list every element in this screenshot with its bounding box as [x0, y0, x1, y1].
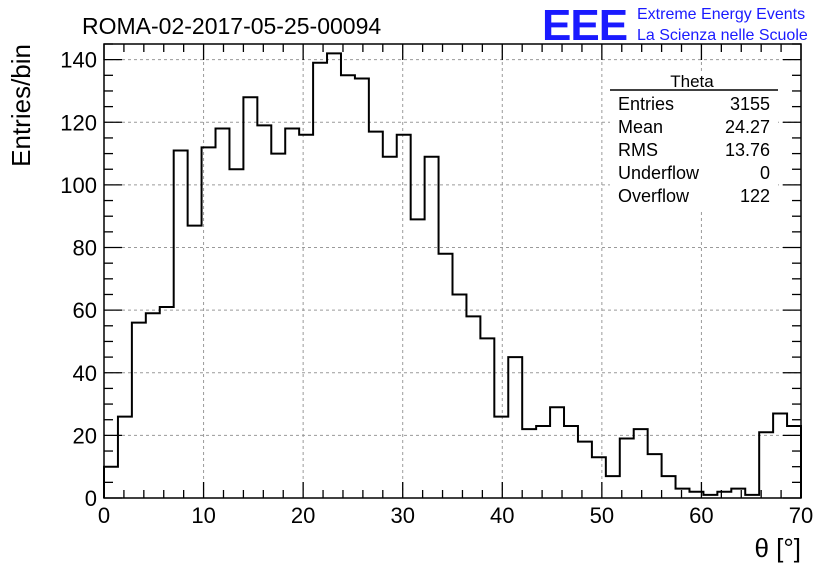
x-tick-label: 60 — [689, 503, 713, 528]
stats-box: Theta Entries 3155 Mean 24.27 RMS 13.76 Underf… — [610, 72, 778, 212]
run-title: ROMA-02-2017-05-25-00094 — [82, 13, 381, 39]
x-tick-label: 20 — [291, 503, 315, 528]
histogram-bin — [480, 338, 494, 498]
histogram-bin — [216, 129, 230, 498]
histogram-bin — [522, 429, 536, 498]
grid — [104, 44, 801, 498]
histogram-bin — [341, 75, 355, 498]
stats-row-value: 24.27 — [725, 117, 770, 137]
histogram-bin — [411, 219, 425, 498]
stats-row-value: 13.76 — [725, 140, 770, 160]
histogram-bin — [160, 307, 174, 498]
histogram-bin — [132, 323, 146, 498]
histogram-bin — [229, 169, 243, 498]
x-axis-label: θ [°] — [754, 533, 801, 563]
histogram-bin — [494, 417, 508, 498]
stats-row-value: 3155 — [730, 94, 770, 114]
histogram-bin — [271, 154, 285, 498]
histogram-bin — [592, 457, 606, 498]
x-tick-label: 0 — [98, 503, 110, 528]
histogram-bin — [731, 489, 745, 498]
histogram-bin — [383, 157, 397, 498]
stats-box-bg — [610, 74, 778, 212]
histogram-bin — [536, 426, 550, 498]
histogram-outline — [103, 52, 802, 498]
stats-row-label: RMS — [618, 140, 658, 160]
histogram-bin — [369, 132, 383, 498]
x-tick-label: 30 — [390, 503, 414, 528]
histogram-bin — [425, 157, 439, 498]
x-tick-label: 70 — [789, 503, 813, 528]
x-tick-label: 40 — [490, 503, 514, 528]
y-tick-label: 120 — [60, 110, 97, 135]
x-tick-label: 50 — [590, 503, 614, 528]
histogram-bin — [355, 78, 369, 498]
histogram-bin — [174, 150, 188, 498]
stats-row-label: Mean — [618, 117, 663, 137]
stats-row-value: 0 — [760, 163, 770, 183]
y-tick-label: 100 — [60, 173, 97, 198]
eee-logo-line2: La Scienza nelle Scuole — [637, 27, 808, 44]
histogram-bin — [773, 413, 787, 498]
x-tick-label: 10 — [191, 503, 215, 528]
histogram — [103, 52, 802, 498]
stats-box-title: Theta — [670, 72, 714, 91]
y-tick-label: 20 — [73, 423, 97, 448]
histogram-bin — [257, 125, 271, 498]
eee-logo: EEE — [542, 1, 627, 50]
histogram-bin — [759, 432, 773, 498]
histogram-bin — [397, 135, 411, 498]
histogram-bin — [564, 426, 578, 498]
histogram-bin — [313, 63, 327, 498]
histogram-bin — [550, 407, 564, 498]
y-tick-label: 140 — [60, 48, 97, 73]
histogram-bin — [787, 426, 801, 498]
histogram-bin — [620, 439, 634, 498]
histogram-bin — [508, 357, 522, 498]
histogram-bin — [118, 417, 132, 498]
histogram-bin — [648, 454, 662, 498]
y-tick-label: 60 — [73, 298, 97, 323]
y-tick-label: 40 — [73, 361, 97, 386]
histogram-bin — [188, 226, 202, 498]
y-axis-label: Entries/bin — [6, 44, 36, 167]
stats-row-label: Entries — [618, 94, 674, 114]
stats-row-value: 122 — [740, 186, 770, 206]
histogram-bin — [634, 429, 648, 498]
y-tick-label: 0 — [85, 486, 97, 511]
stats-row-label: Underflow — [618, 163, 700, 183]
y-tick-label: 80 — [73, 236, 97, 261]
histogram-bin — [439, 254, 453, 498]
histogram-bin — [299, 135, 313, 498]
histogram-bin — [146, 313, 160, 498]
histogram-bin — [578, 442, 592, 498]
histogram-bin — [606, 476, 620, 498]
histogram-bin — [327, 53, 341, 498]
histogram-bin — [453, 294, 467, 498]
histogram-bin — [202, 147, 216, 498]
histogram-bin — [662, 476, 676, 498]
eee-logo-line1: Extreme Energy Events — [637, 6, 805, 23]
histogram-bin — [676, 489, 690, 498]
histogram-bin — [243, 97, 257, 498]
histogram-bin — [466, 316, 480, 498]
plot-frame — [103, 43, 802, 499]
histogram-bin — [285, 129, 299, 498]
stats-row-label: Overflow — [618, 186, 690, 206]
